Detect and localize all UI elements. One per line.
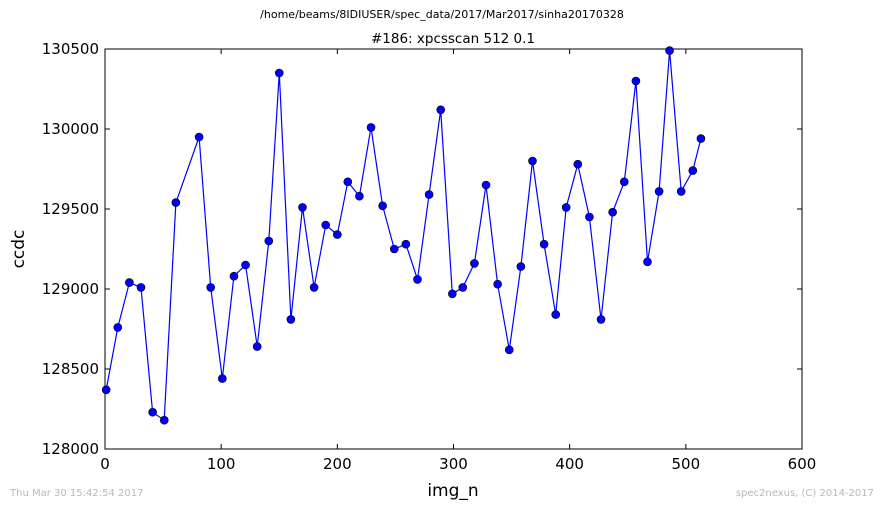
data-point (696, 134, 706, 143)
data-point (401, 239, 411, 249)
data-point (504, 345, 514, 355)
data-point (366, 123, 376, 132)
data-point (481, 180, 491, 190)
data-point (343, 177, 353, 187)
y-tick-label: 128000 (42, 440, 99, 458)
x-axis-label: img_n (427, 481, 478, 501)
data-point (493, 279, 502, 289)
plot-area-frame (104, 48, 803, 450)
data-point (229, 271, 239, 281)
data-point (101, 385, 111, 395)
data-point (539, 239, 549, 249)
data-point (241, 260, 250, 270)
data-point (286, 315, 296, 324)
data-point (389, 244, 399, 254)
data-point (631, 76, 641, 86)
data-point (458, 283, 468, 292)
data-point (470, 259, 479, 268)
data-point (333, 230, 342, 239)
data-point (125, 278, 134, 287)
data-point (206, 283, 216, 292)
data-point (298, 203, 307, 212)
series-line (105, 50, 702, 422)
x-axis-ticks: 0 100 200 300 400 500 600 (100, 49, 816, 473)
data-point (148, 407, 157, 417)
data-point (159, 415, 169, 425)
data-point (436, 105, 446, 115)
data-point (264, 236, 274, 246)
x-tick-label: 500 (672, 455, 701, 473)
x-tick-label: 200 (323, 455, 352, 473)
data-point (252, 342, 262, 351)
y-tick-label: 130000 (42, 120, 99, 138)
data-point (676, 187, 686, 196)
data-point (321, 220, 331, 230)
data-point (654, 187, 664, 196)
x-tick-label: 100 (207, 455, 236, 473)
data-point (424, 190, 434, 199)
data-point (136, 283, 146, 292)
data-point (218, 374, 227, 383)
y-axis-label: ccdc (9, 230, 29, 269)
data-point (551, 310, 561, 319)
data-point (274, 68, 284, 78)
data-point (309, 283, 319, 292)
y-tick-label: 129500 (42, 200, 99, 218)
data-point (516, 262, 526, 271)
data-point (561, 203, 571, 212)
plot-title: #186: xpcsscan 512 0.1 (371, 31, 535, 47)
figure-suptitle: /home/beams/8IDIUSER/spec_data/2017/Mar2… (260, 8, 624, 21)
y-tick-label: 130500 (42, 40, 99, 58)
data-point (355, 191, 364, 201)
x-tick-label: 600 (788, 455, 817, 473)
data-point (573, 159, 583, 169)
y-tick-label: 128500 (42, 360, 99, 378)
data-point (619, 177, 629, 187)
data-point (171, 198, 181, 207)
data-point (194, 132, 204, 142)
x-tick-label: 0 (100, 455, 110, 473)
x-tick-label: 300 (439, 455, 468, 473)
data-point (596, 315, 606, 324)
data-point (643, 257, 652, 267)
data-point (113, 323, 123, 332)
y-tick-label: 129000 (42, 280, 99, 298)
data-point (585, 212, 594, 222)
data-series-layer (101, 46, 706, 425)
footer-timestamp: Thu Mar 30 15:42:54 2017 (10, 488, 144, 499)
data-point (528, 156, 537, 166)
data-point (608, 207, 617, 217)
data-point (413, 275, 422, 284)
x-tick-label: 400 (555, 455, 584, 473)
footer-copyright: spec2nexus, (C) 2014-2017 (735, 488, 874, 499)
data-point (378, 201, 387, 211)
data-point (688, 166, 698, 175)
y-axis-ticks: 128000 128500 129000 129500 130000 130500 (42, 40, 802, 458)
data-point (665, 46, 674, 55)
data-point (448, 289, 457, 299)
